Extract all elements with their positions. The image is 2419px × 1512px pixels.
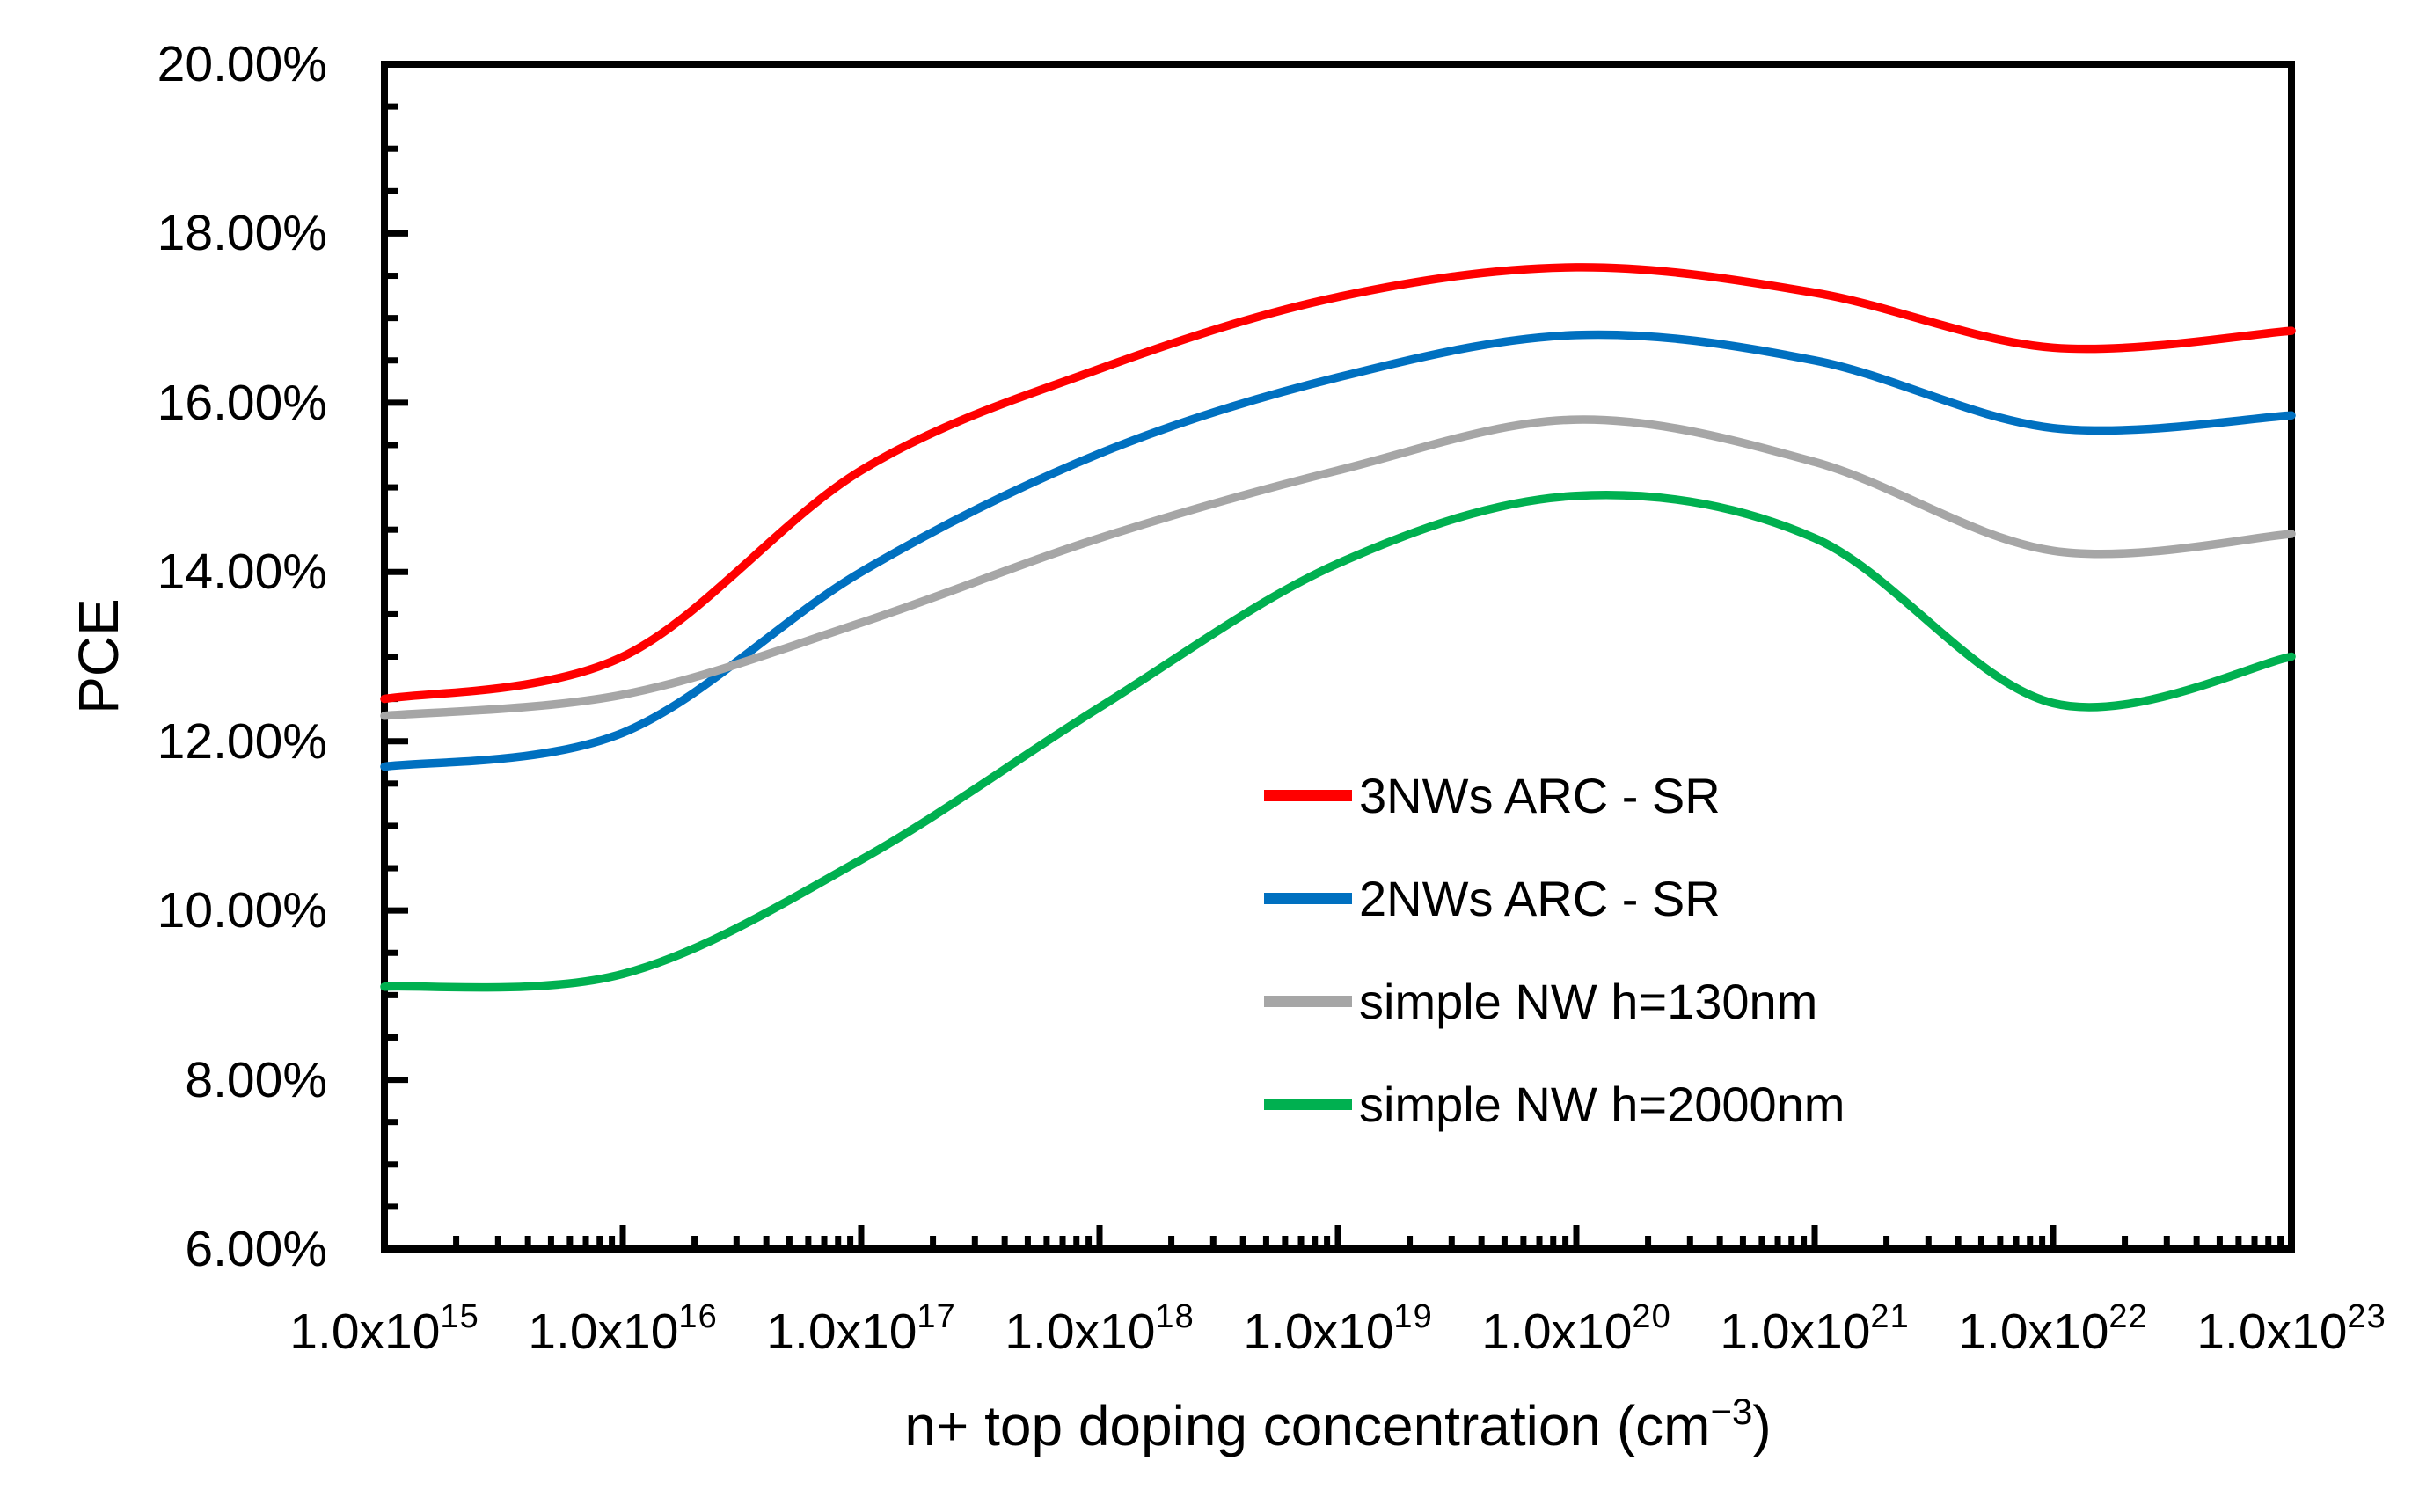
y-tick-label: 8.00%	[185, 1051, 327, 1108]
legend-item: 2NWs ARC - SR	[1264, 863, 1721, 933]
legend-item: simple NW h=2000nm	[1264, 1069, 1845, 1139]
x-tick-mantissa: 1.0x10	[1958, 1304, 2109, 1360]
x-tick-mantissa: 1.0x10	[1243, 1304, 1394, 1360]
x-tick-label: 1.0x1017	[766, 1297, 955, 1367]
series-line-2nws-arc-sr	[380, 330, 2296, 771]
x-tick-mantissa: 1.0x10	[2196, 1304, 2348, 1360]
y-tick-label: 20.00%	[157, 36, 327, 92]
x-tick-label: 1.0x1016	[528, 1297, 717, 1367]
x-tick-mantissa: 1.0x10	[1720, 1304, 1871, 1360]
x-tick-label: 1.0x1019	[1243, 1297, 1432, 1367]
x-tick-mantissa: 1.0x10	[1481, 1304, 1633, 1360]
x-axis-ticks	[381, 1225, 2295, 1249]
x-tick-label: 1.0x1018	[1005, 1297, 1194, 1367]
x-tick-exponent: 23	[2347, 1298, 2386, 1335]
x-axis-title: n+ top doping concentration (cm−3)	[904, 1392, 1771, 1459]
x-tick-exponent: 17	[917, 1298, 956, 1335]
x-tick-exponent: 18	[1155, 1298, 1195, 1335]
y-tick-label: 10.00%	[157, 882, 327, 939]
x-axis-title-close: )	[1752, 1394, 1772, 1457]
legend-item: 3NWs ARC - SR	[1264, 760, 1721, 830]
series-line-simple-nw-h-2000nm	[380, 491, 2296, 992]
series-line-simple-nw-h-130nm	[380, 415, 2296, 720]
y-tick-label: 6.00%	[185, 1221, 327, 1277]
x-tick-exponent: 19	[1393, 1298, 1433, 1335]
x-tick-mantissa: 1.0x10	[1005, 1304, 1156, 1360]
x-tick-label: 1.0x1023	[2196, 1297, 2386, 1367]
x-axis-title-text: n+ top doping concentration (cm	[904, 1394, 1711, 1457]
x-tick-exponent: 21	[1870, 1298, 1910, 1335]
legend-swatch	[1264, 1098, 1352, 1110]
legend-label: 2NWs ARC - SR	[1359, 870, 1721, 926]
x-tick-label: 1.0x1021	[1720, 1297, 1909, 1367]
x-tick-label: 1.0x1015	[289, 1297, 479, 1367]
y-tick-label: 12.00%	[157, 712, 327, 770]
x-axis-title-superscript: −3	[1710, 1391, 1753, 1432]
legend-swatch	[1264, 789, 1352, 801]
x-tick-mantissa: 1.0x10	[766, 1304, 917, 1360]
legend-item: simple NW h=130nm	[1264, 966, 1817, 1036]
y-tick-label: 14.00%	[157, 544, 327, 601]
x-tick-label: 1.0x1020	[1481, 1297, 1670, 1367]
x-tick-exponent: 15	[440, 1298, 479, 1335]
legend-label: simple NW h=130nm	[1359, 973, 1818, 1029]
legend-label: 3NWs ARC - SR	[1359, 767, 1721, 823]
y-axis-ticks	[384, 61, 408, 1253]
series-line-3nws-arc-sr	[380, 263, 2296, 704]
x-tick-label: 1.0x1022	[1958, 1297, 2147, 1367]
x-tick-exponent: 22	[2108, 1298, 2148, 1335]
legend-swatch	[1264, 995, 1352, 1007]
y-tick-label: 18.00%	[157, 205, 327, 262]
legend-label: simple NW h=2000nm	[1359, 1076, 1845, 1132]
legend-swatch	[1264, 892, 1352, 904]
x-tick-mantissa: 1.0x10	[528, 1304, 679, 1360]
x-tick-mantissa: 1.0x10	[289, 1304, 441, 1360]
x-tick-exponent: 20	[1632, 1298, 1671, 1335]
x-tick-exponent: 16	[678, 1298, 718, 1335]
y-tick-label: 16.00%	[157, 374, 327, 431]
